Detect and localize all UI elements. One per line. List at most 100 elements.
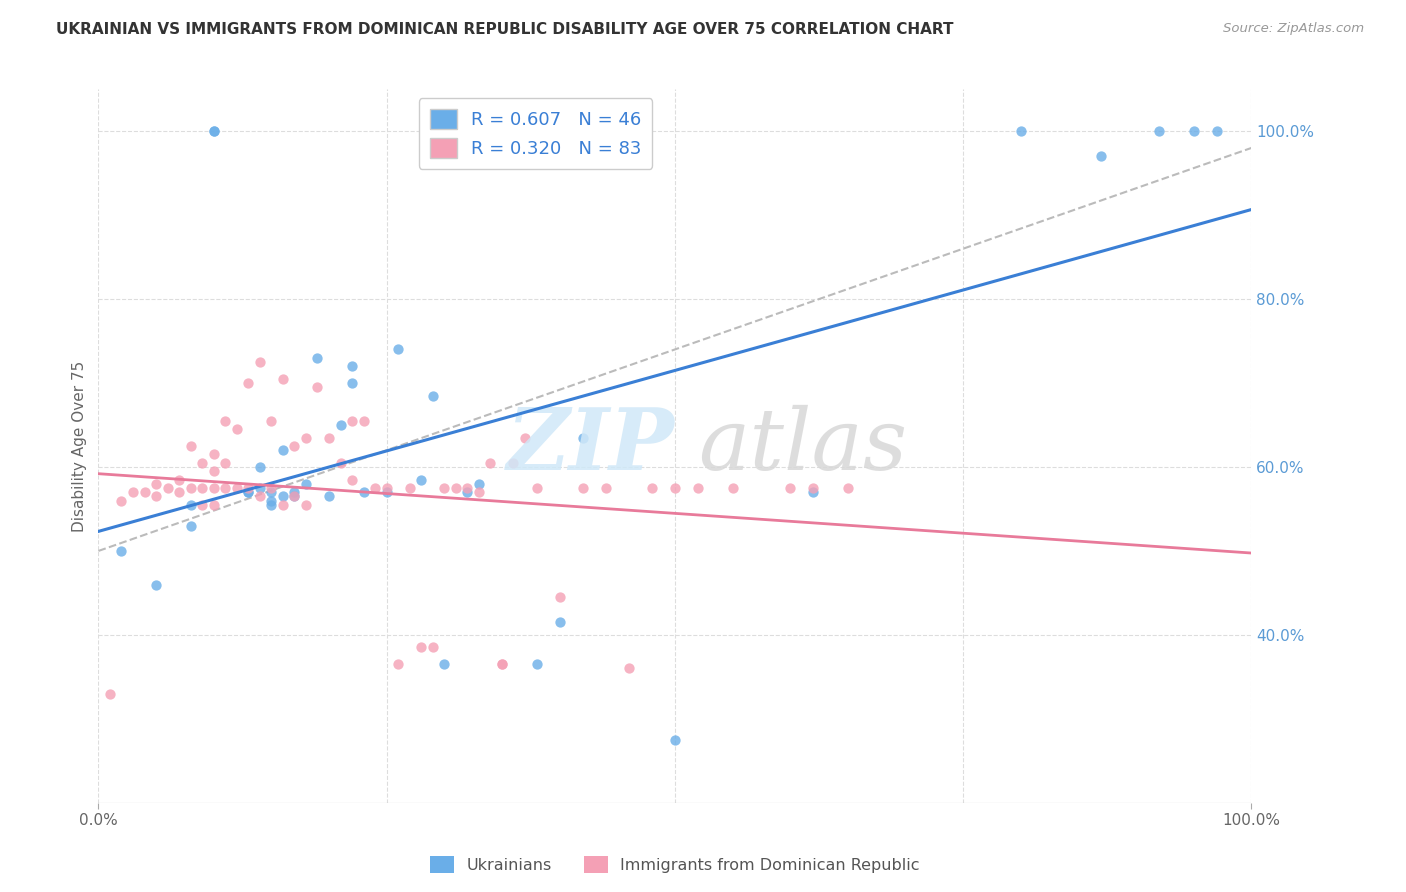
Point: [548, 615, 571, 630]
Point: [526, 481, 548, 495]
Point: [340, 376, 363, 390]
Point: [456, 485, 478, 500]
Point: [502, 456, 524, 470]
Point: [202, 481, 225, 495]
Legend: R = 0.607   N = 46, R = 0.320   N = 83: R = 0.607 N = 46, R = 0.320 N = 83: [419, 98, 652, 169]
Text: Source: ZipAtlas.com: Source: ZipAtlas.com: [1223, 22, 1364, 36]
Point: [340, 414, 363, 428]
Point: [249, 460, 271, 475]
Point: [664, 732, 686, 747]
Point: [353, 414, 375, 428]
Point: [271, 498, 294, 512]
Point: [202, 447, 225, 461]
Point: [456, 481, 478, 495]
Point: [214, 481, 236, 495]
Point: [307, 351, 329, 365]
Text: UKRAINIAN VS IMMIGRANTS FROM DOMINICAN REPUBLIC DISABILITY AGE OVER 75 CORRELATI: UKRAINIAN VS IMMIGRANTS FROM DOMINICAN R…: [56, 22, 953, 37]
Point: [444, 481, 467, 495]
Point: [329, 417, 352, 432]
Point: [468, 485, 491, 500]
Point: [513, 431, 536, 445]
Point: [548, 590, 571, 604]
Point: [411, 473, 433, 487]
Point: [375, 481, 398, 495]
Point: [283, 489, 305, 503]
Point: [214, 456, 236, 470]
Point: [353, 485, 375, 500]
Point: [167, 485, 190, 500]
Point: [249, 481, 271, 495]
Point: [202, 464, 225, 478]
Text: ZIP: ZIP: [508, 404, 675, 488]
Point: [479, 456, 502, 470]
Point: [721, 481, 744, 495]
Point: [491, 657, 513, 672]
Point: [617, 661, 640, 675]
Point: [779, 481, 801, 495]
Point: [398, 481, 420, 495]
Point: [686, 481, 709, 495]
Point: [340, 359, 363, 374]
Point: [340, 473, 363, 487]
Point: [422, 640, 444, 655]
Point: [180, 518, 202, 533]
Point: [202, 124, 225, 138]
Point: [122, 485, 145, 500]
Point: [411, 640, 433, 655]
Point: [110, 493, 132, 508]
Point: [180, 481, 202, 495]
Point: [375, 485, 398, 500]
Point: [364, 481, 387, 495]
Point: [491, 657, 513, 672]
Point: [295, 476, 318, 491]
Point: [260, 414, 283, 428]
Point: [329, 456, 352, 470]
Point: [260, 493, 283, 508]
Point: [238, 376, 260, 390]
Point: [595, 481, 617, 495]
Point: [422, 389, 444, 403]
Point: [238, 481, 260, 495]
Point: [145, 577, 167, 591]
Point: [180, 439, 202, 453]
Point: [387, 343, 409, 357]
Point: [318, 431, 340, 445]
Point: [180, 498, 202, 512]
Point: [271, 372, 294, 386]
Point: [641, 481, 664, 495]
Point: [1182, 124, 1205, 138]
Point: [225, 422, 247, 436]
Point: [260, 498, 283, 512]
Point: [202, 498, 225, 512]
Point: [156, 481, 179, 495]
Point: [571, 481, 593, 495]
Point: [837, 481, 859, 495]
Point: [283, 439, 305, 453]
Point: [307, 380, 329, 394]
Point: [202, 124, 225, 138]
Point: [295, 498, 318, 512]
Point: [214, 414, 236, 428]
Point: [191, 481, 214, 495]
Point: [260, 485, 283, 500]
Legend: Ukrainians, Immigrants from Dominican Republic: Ukrainians, Immigrants from Dominican Re…: [423, 849, 927, 880]
Point: [318, 489, 340, 503]
Point: [260, 481, 283, 495]
Point: [238, 485, 260, 500]
Point: [664, 481, 686, 495]
Point: [526, 657, 548, 672]
Point: [433, 657, 456, 672]
Text: atlas: atlas: [697, 405, 907, 487]
Point: [249, 355, 271, 369]
Point: [1205, 124, 1227, 138]
Point: [1010, 124, 1032, 138]
Point: [145, 476, 167, 491]
Point: [283, 489, 305, 503]
Point: [191, 498, 214, 512]
Point: [801, 485, 824, 500]
Y-axis label: Disability Age Over 75: Disability Age Over 75: [72, 360, 87, 532]
Point: [145, 489, 167, 503]
Point: [271, 443, 294, 458]
Point: [283, 485, 305, 500]
Point: [571, 431, 593, 445]
